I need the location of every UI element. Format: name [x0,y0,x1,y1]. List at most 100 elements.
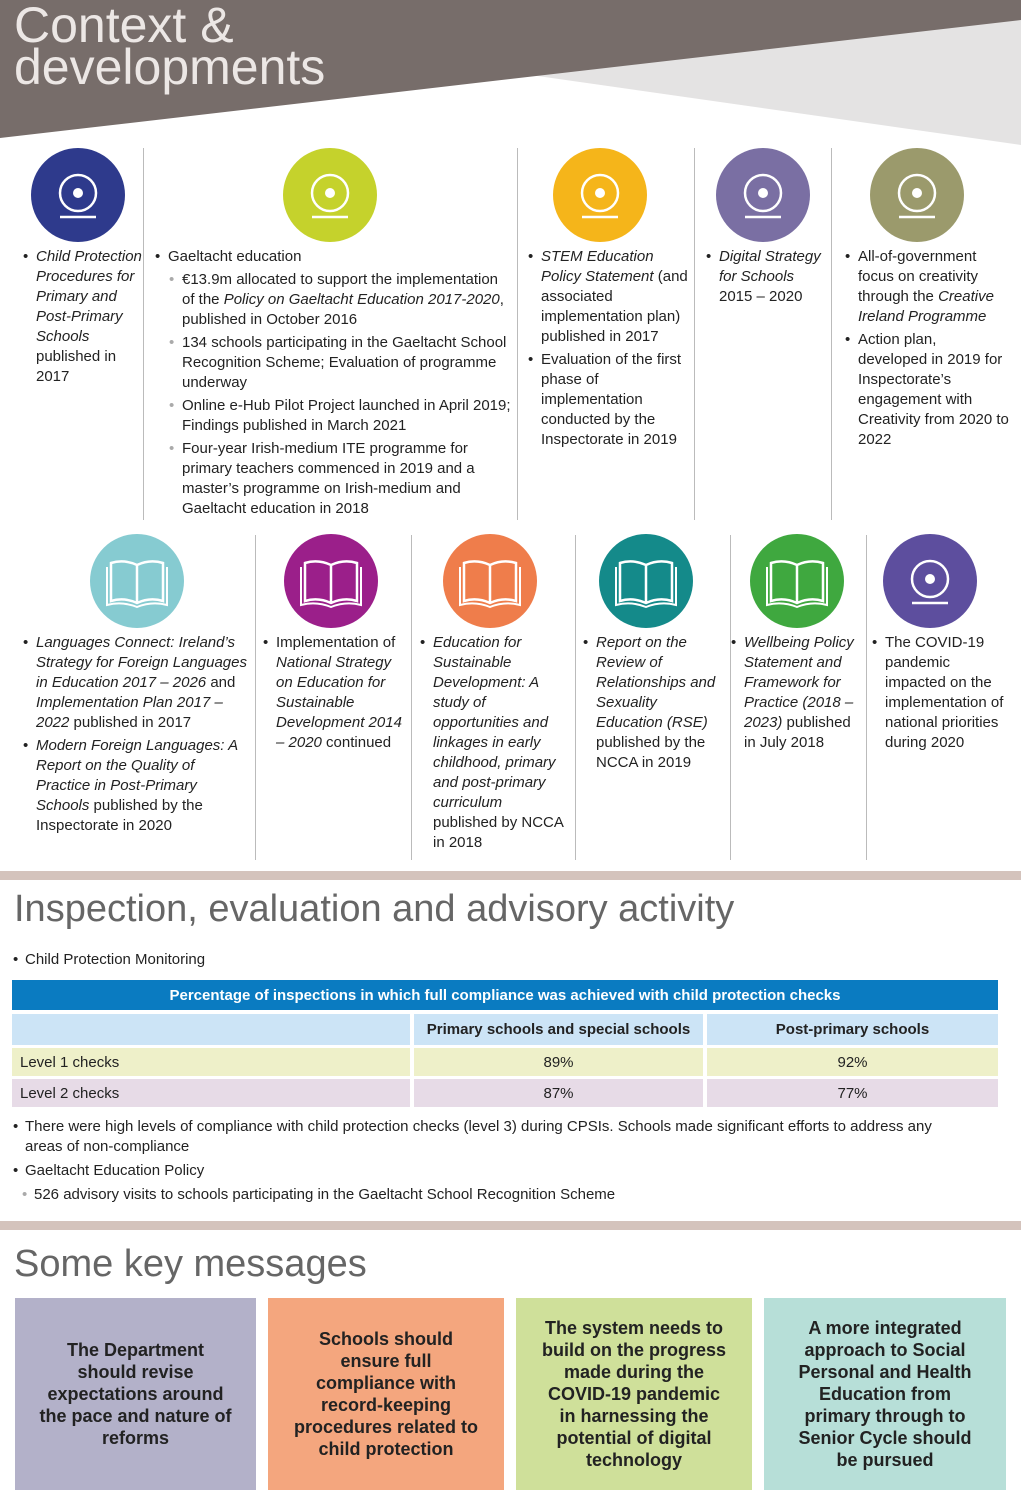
icon [599,534,693,628]
column: Implementation of National Strategy on E… [262,633,404,756]
icon [716,148,810,242]
header-title: Context & developments [14,0,326,95]
divider [255,535,256,860]
text-run: (and associated implementation plan) pub… [541,268,688,345]
text-run: €13.9m allocated to support the implemen… [182,271,499,308]
table-cell: 77% [707,1079,998,1107]
icon [750,534,844,628]
column: Languages Connect: Ireland’s Strategy fo… [22,633,250,839]
bullet: The COVID-19 pandemic impacted on the im… [871,633,1009,753]
column: Education for Sustainable Development: A… [419,633,567,856]
bullet-list: Child Protection Procedures for Primary … [22,247,142,387]
divider [143,148,144,520]
italic-run: Creative Ireland Programme [858,288,994,325]
bullet: Languages Connect: Ireland’s Strategy fo… [22,633,250,733]
text-run: and [206,674,236,691]
table-cell: Level 1 checks [12,1048,410,1076]
icon [883,534,977,628]
table-header-cell: Post-primary schools [707,1014,998,1045]
divider [517,148,518,520]
bullet: Gaeltacht Education Policy [13,1161,965,1181]
bullet: €13.9m allocated to support the implemen… [168,270,514,330]
icon [90,534,184,628]
table-cell: 89% [414,1048,703,1076]
text-run: , published in October 2016 [182,291,504,328]
bullet: Implementation of National Strategy on E… [262,633,404,753]
bullet-list: Report on the Review of Relationships an… [582,633,722,773]
column: The COVID-19 pandemic impacted on the im… [871,633,1009,756]
message-box: The Department should revise expectation… [15,1298,256,1490]
divider [694,148,695,520]
bullet-list: Education for Sustainable Development: A… [419,633,567,853]
bullet: 134 schools participating in the Gaeltac… [168,333,514,393]
text-run: Four-year Irish-medium ITE programme for… [182,440,475,517]
italic-run: Languages Connect: Ireland’s Strategy fo… [36,634,247,691]
icon [443,534,537,628]
column: Child Protection Procedures for Primary … [22,247,142,390]
section-title: Some key messages [14,1243,367,1285]
icon [870,148,964,242]
table-header-cell: Primary schools and special schools [414,1014,703,1045]
bullet: Digital Strategy for Schools 2015 – 2020 [705,247,830,307]
table-header-cell [12,1014,410,1045]
bullet: Education for Sustainable Development: A… [419,633,567,853]
table-cell: Level 2 checks [12,1079,410,1107]
bullet-list: Implementation of National Strategy on E… [262,633,404,753]
italic-run: Modern Foreign Languages: A Report on th… [36,737,238,814]
divider [730,535,731,860]
column: STEM Education Policy Statement (and ass… [527,247,692,453]
bullet-list: Languages Connect: Ireland’s Strategy fo… [22,633,250,836]
italic-run: Policy on Gaeltacht Education 2017-2020 [223,291,500,308]
italic-run: Digital Strategy for Schools [719,248,821,285]
divider [831,148,832,520]
bullet: Gaeltacht education €13.9m allocated to s… [154,247,514,519]
italic-run: Child Protection Procedures for Primary … [36,248,142,345]
text-run: 2015 – 2020 [719,288,803,305]
italic-run: STEM Education Policy Statement [541,248,654,285]
text-run: Implementation of [276,634,396,651]
italic-run: Implementation Plan 2017 – 2022 [36,694,223,731]
bullet: Evaluation of the first phase of impleme… [527,350,692,450]
bullet: STEM Education Policy Statement (and ass… [527,247,692,347]
separator [0,1221,1021,1230]
bullet-list: The COVID-19 pandemic impacted on the im… [871,633,1009,753]
icon [31,148,125,242]
bullet: All-of-government focus on creativity th… [844,247,1009,327]
text-run: 134 schools participating in the Gaeltac… [182,334,507,391]
bullet-list: Wellbeing Policy Statement and Framework… [730,633,860,753]
text-run: Online e-Hub Pilot Project launched in A… [182,397,511,434]
table-caption: Percentage of inspections in which full … [12,980,998,1010]
text-run: Gaeltacht education [168,248,302,265]
icon [284,534,378,628]
message-box: A more integrated approach to Social Per… [764,1298,1006,1490]
column: Wellbeing Policy Statement and Framework… [730,633,860,756]
text-run: All-of-government focus on creativity th… [858,248,979,305]
text-run: published by NCCA in 2018 [433,814,564,851]
text-run: published by the NCCA in 2019 [596,734,706,771]
bullet: Child Protection Monitoring [13,950,205,970]
bullet: Wellbeing Policy Statement and Framework… [730,633,860,753]
bullet: There were high levels of compliance wit… [13,1117,965,1157]
section-title: Inspection, evaluation and advisory acti… [14,888,735,930]
text-run: continued [321,734,392,751]
column: Gaeltacht education €13.9m allocated to s… [154,247,514,522]
divider [411,535,412,860]
bullet: Four-year Irish-medium ITE programme for… [168,439,514,519]
bullet-list: All-of-government focus on creativity th… [844,247,1009,450]
separator [0,871,1021,880]
bullet: Child Protection Procedures for Primary … [22,247,142,387]
divider [575,535,576,860]
italic-run: Wellbeing Policy Statement and Framework… [744,634,854,731]
header-bg [0,0,1021,145]
bullet-list: STEM Education Policy Statement (and ass… [527,247,692,450]
text-run: published in 2017 [69,714,192,731]
bullet: Online e-Hub Pilot Project launched in A… [168,396,514,436]
message-box: The system needs to build on the progres… [516,1298,752,1490]
text-run: published in 2017 [36,348,117,385]
italic-run: Report on the Review of Relationships an… [596,634,716,731]
italic-run: National Strategy on Education for Susta… [276,654,402,751]
column: Report on the Review of Relationships an… [582,633,722,776]
text-run: The COVID-19 pandemic impacted on the im… [885,634,1004,751]
table-cell: 87% [414,1079,703,1107]
